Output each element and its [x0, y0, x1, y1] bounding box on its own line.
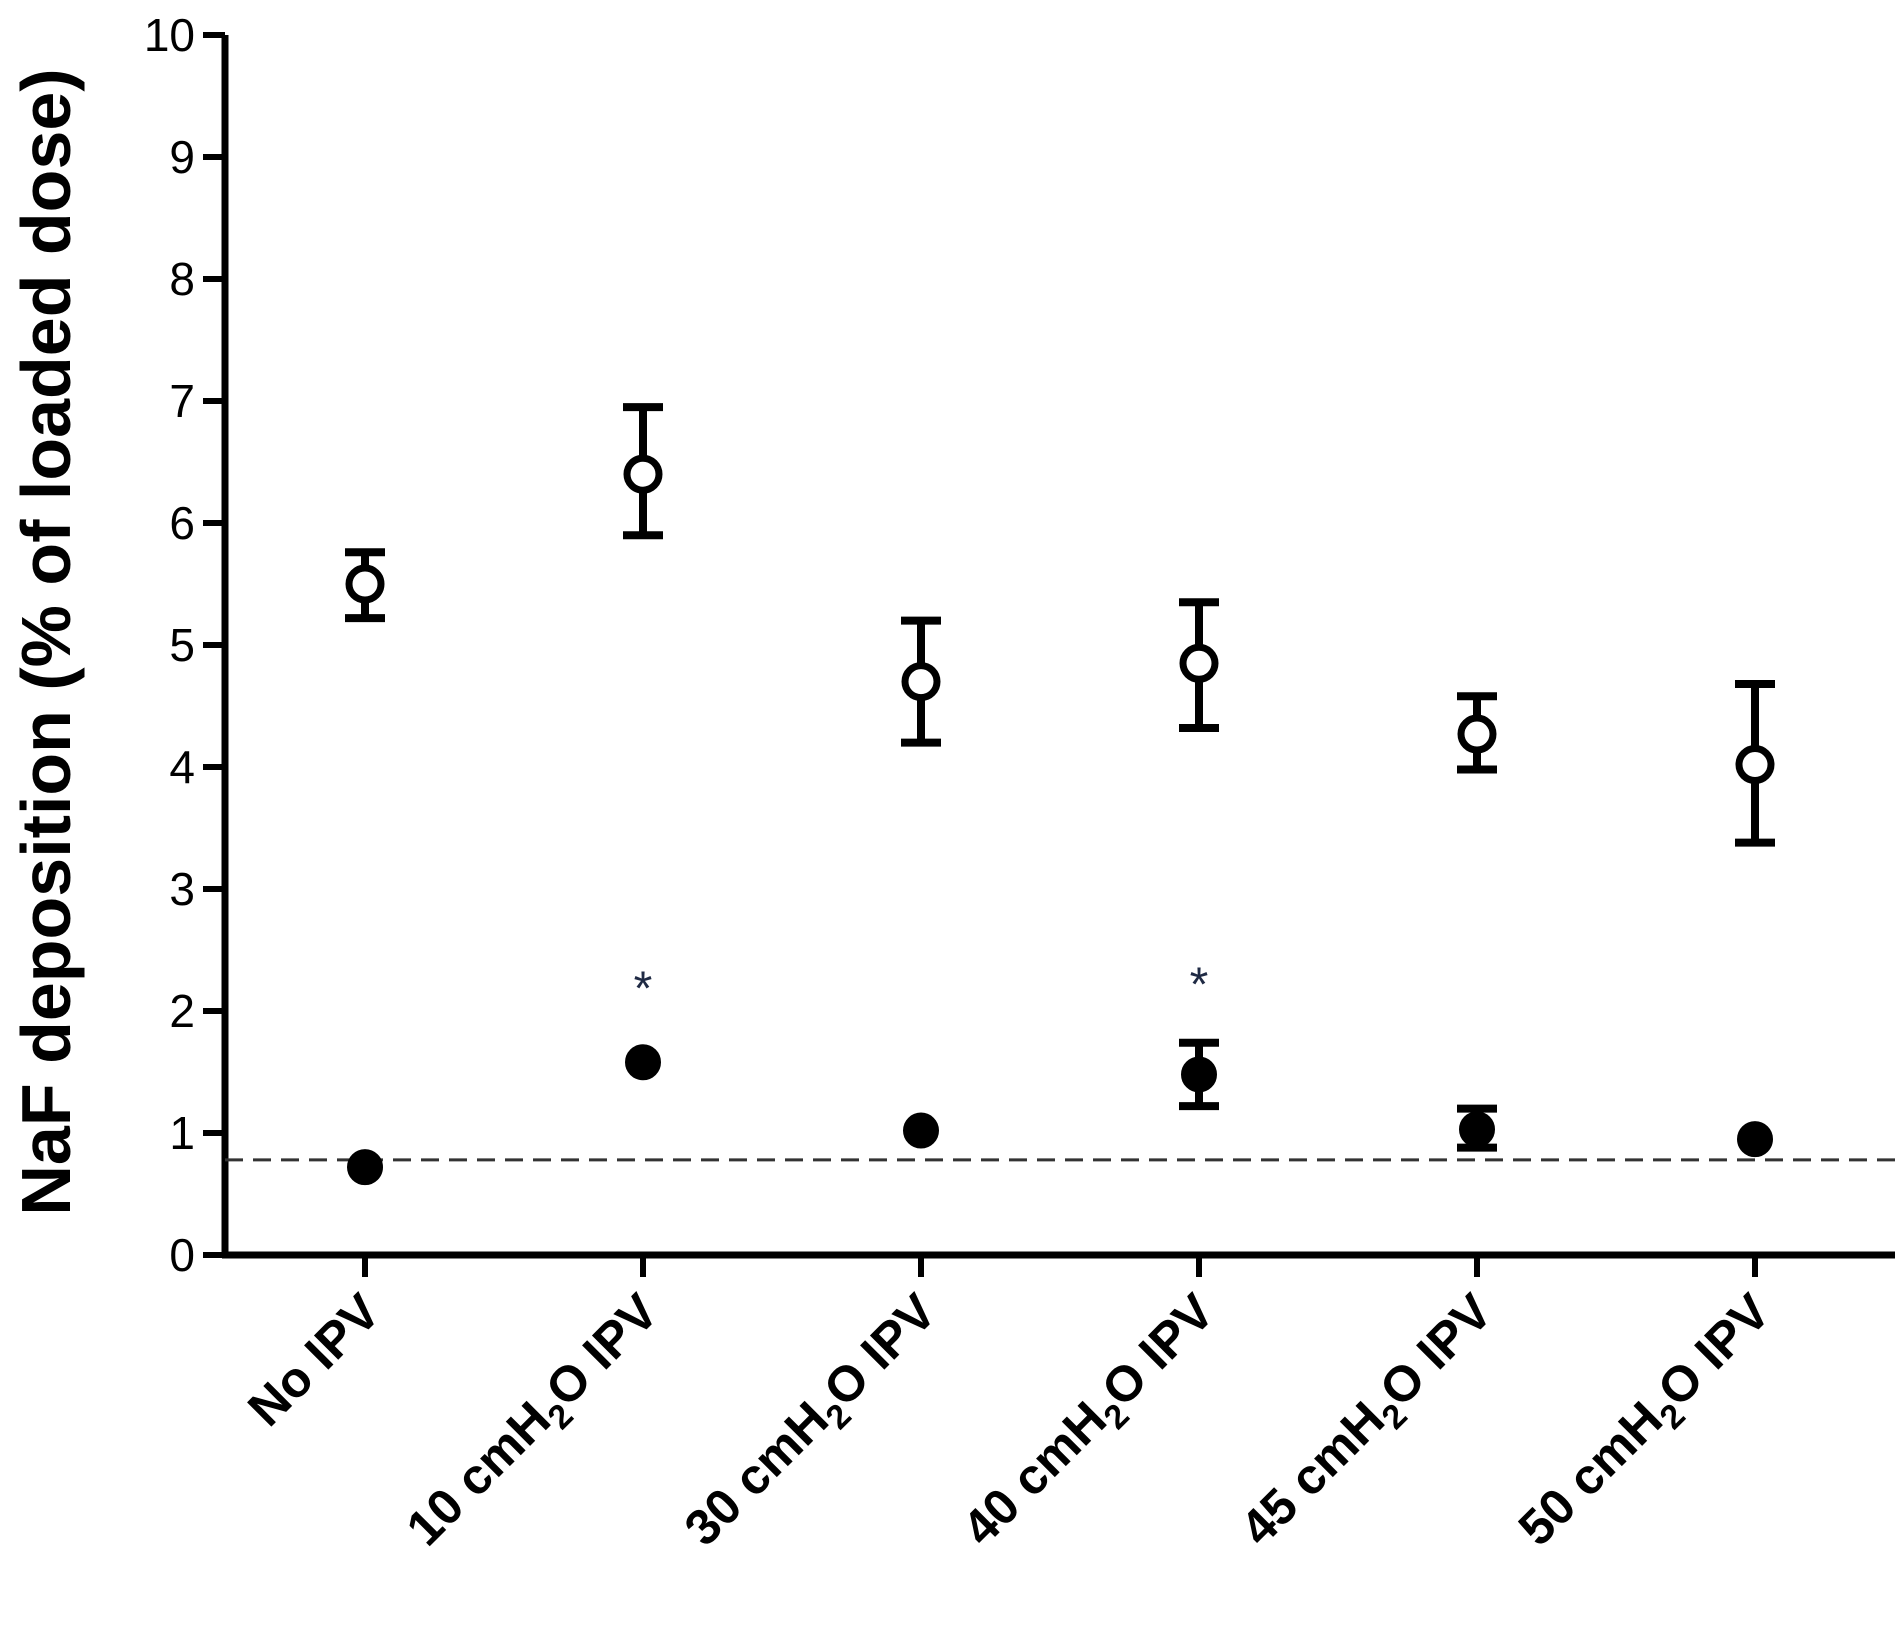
- x-tick-label-text: O IPV: [1647, 1283, 1781, 1417]
- axes-group: [203, 32, 1895, 1277]
- data-point-filled: [903, 1112, 939, 1149]
- marks-group: [345, 403, 1775, 1186]
- data-point-filled: [625, 1044, 661, 1081]
- x-tick-label: 10 cmH2O IPV: [396, 1283, 676, 1563]
- y-tick-label: 0: [169, 1229, 195, 1281]
- y-tick-label: 2: [169, 985, 195, 1037]
- x-tick-label-text: O IPV: [1091, 1283, 1225, 1417]
- x-tick-label-text: O IPV: [813, 1283, 947, 1417]
- x-tick-label-text: 40 cmH: [952, 1391, 1117, 1556]
- x-tick-label: 50 cmH2O IPV: [1508, 1283, 1788, 1563]
- x-tick-label-text: 10 cmH: [396, 1391, 561, 1556]
- data-point-filled: [1181, 1056, 1217, 1093]
- y-tick-label: 3: [169, 863, 195, 915]
- y-tick-label: 5: [169, 619, 195, 671]
- x-tick-label-text: O IPV: [535, 1283, 669, 1417]
- x-tick-label: 40 cmH2O IPV: [952, 1283, 1232, 1563]
- y-tick-label: 1: [169, 1107, 195, 1159]
- y-tick-label: 4: [169, 741, 195, 793]
- x-tick-label-text: 50 cmH: [1508, 1391, 1673, 1556]
- data-point-open: [345, 564, 385, 604]
- y-tick-label: 7: [169, 375, 195, 427]
- data-point-filled: [347, 1149, 383, 1186]
- significance-star: *: [634, 962, 653, 1015]
- data-point-open: [623, 454, 663, 494]
- x-tick-label-text: 45 cmH: [1230, 1391, 1395, 1556]
- x-tick-label-text: 30 cmH: [674, 1391, 839, 1556]
- x-tick-label-text: O IPV: [1369, 1283, 1503, 1417]
- data-point-filled: [1737, 1121, 1773, 1158]
- y-tick-label: 6: [169, 497, 195, 549]
- x-tick-label-text: No IPV: [237, 1283, 391, 1437]
- y-tick-label: 8: [169, 253, 195, 305]
- x-tick-label: 45 cmH2O IPV: [1230, 1283, 1510, 1563]
- data-point-open: [901, 662, 941, 702]
- x-tick-label: 30 cmH2O IPV: [674, 1283, 954, 1563]
- y-tick-label: 9: [169, 131, 195, 183]
- y-tick-label: 10: [144, 9, 195, 61]
- data-point-filled: [1459, 1111, 1495, 1148]
- y-axis-title: NaF deposition (% of loaded dose): [7, 68, 85, 1215]
- data-point-open: [1179, 643, 1219, 683]
- x-tick-label: No IPV: [237, 1283, 391, 1437]
- data-point-open: [1735, 745, 1775, 785]
- data-point-open: [1457, 714, 1497, 754]
- significance-star: *: [1190, 959, 1209, 1012]
